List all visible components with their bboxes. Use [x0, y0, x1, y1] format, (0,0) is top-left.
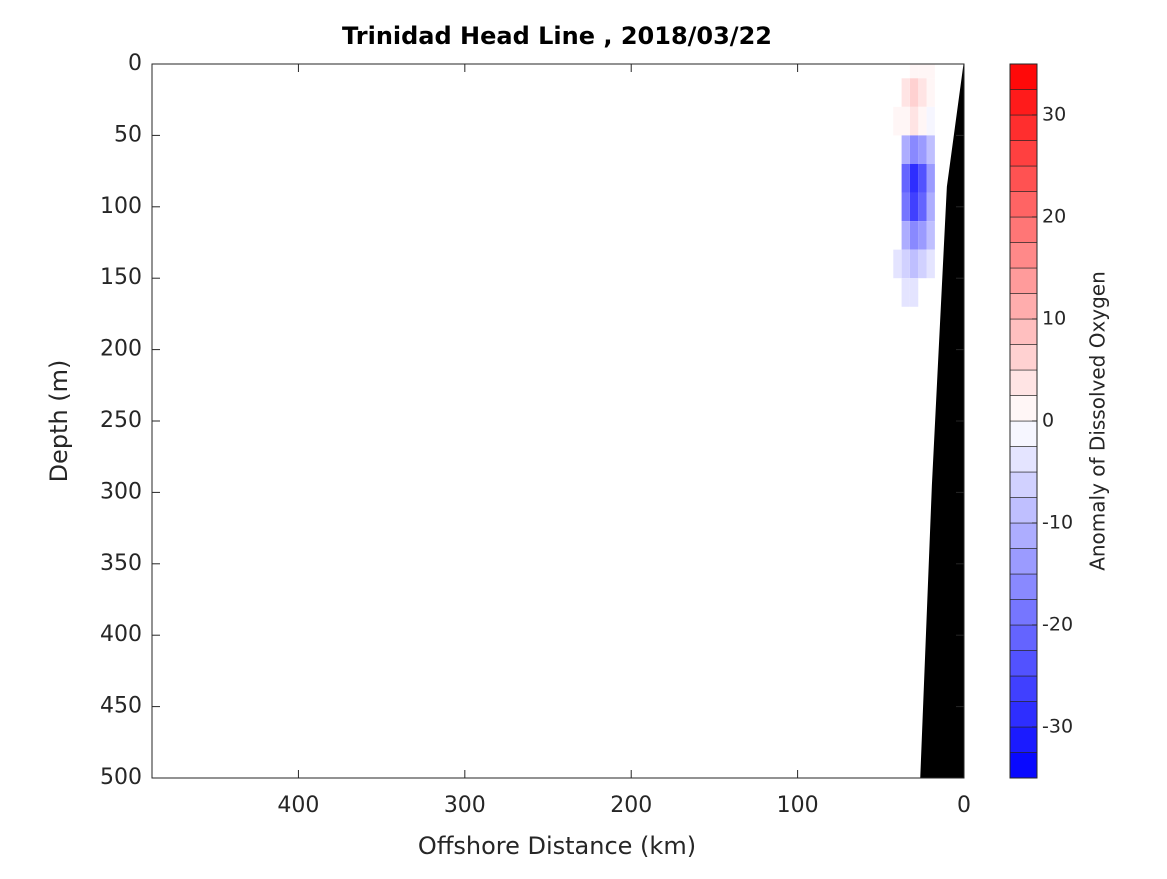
y-tick-label: 350 — [100, 551, 142, 576]
colorbar-band — [1009, 420, 1038, 447]
colorbar-band — [1009, 650, 1038, 677]
colorbar-band — [1009, 395, 1038, 422]
contour-cell — [909, 78, 919, 107]
contour-cell — [901, 249, 910, 279]
x-tick-label: 100 — [777, 793, 819, 818]
colorbar-band — [1009, 242, 1038, 269]
contour-cell — [918, 106, 927, 136]
x-tick-label: 300 — [444, 793, 486, 818]
contour-cell — [926, 221, 935, 250]
y-tick-label: 400 — [100, 622, 142, 647]
colorbar-tick-label: -10 — [1042, 512, 1073, 534]
y-tick-label: 500 — [100, 765, 142, 790]
colorbar-band — [1009, 599, 1038, 626]
colorbar-band — [1009, 497, 1038, 524]
contour-cell — [909, 135, 919, 164]
colorbar-band — [1009, 267, 1038, 294]
contour-cell — [909, 163, 919, 193]
contour-cell — [926, 64, 935, 79]
axes-box — [151, 63, 965, 779]
colorbar-band — [1009, 89, 1038, 116]
contour-cell — [901, 78, 910, 107]
contour-cell — [926, 163, 935, 193]
chart-title: Trinidad Head Line , 2018/03/22 — [342, 22, 772, 50]
colorbar-band — [1009, 191, 1038, 218]
colorbar-band — [1009, 318, 1038, 345]
contour-cell — [918, 249, 927, 279]
y-tick-label: 450 — [100, 694, 142, 719]
y-tick-label: 250 — [100, 408, 142, 433]
contour-cell — [918, 78, 927, 107]
colorbar-band — [1009, 624, 1038, 651]
colorbar-band — [1009, 344, 1038, 371]
colorbar-tick-label: 10 — [1042, 308, 1066, 330]
colorbar-band — [1009, 471, 1038, 498]
colorbar-band — [1009, 675, 1038, 702]
contour-cell — [926, 78, 935, 107]
colorbar-label: Anomaly of Dissolved Oxygen — [1086, 271, 1110, 571]
contour-cell — [918, 221, 927, 250]
x-tick-label: 400 — [277, 793, 319, 818]
colorbar-band — [1009, 114, 1038, 141]
y-tick-label: 0 — [128, 51, 142, 76]
colorbar-band — [1009, 548, 1038, 575]
contour-cell — [926, 106, 935, 136]
x-tick-label: 200 — [610, 793, 652, 818]
y-tick-label: 150 — [100, 265, 142, 290]
y-tick-label: 200 — [100, 337, 142, 362]
colorbar-band — [1009, 369, 1038, 396]
colorbar-band — [1009, 573, 1038, 600]
colorbar-band — [1009, 446, 1038, 473]
contour-cell — [901, 106, 910, 136]
contour-cell — [918, 135, 927, 164]
contour-cell — [909, 221, 919, 250]
contour-cell — [909, 278, 919, 307]
x-axis-label: Offshore Distance (km) — [418, 832, 696, 860]
colorbar-band — [1009, 165, 1038, 192]
colorbar-tick-label: 30 — [1042, 104, 1066, 126]
contour-cell — [901, 278, 910, 307]
y-axis-label: Depth (m) — [45, 360, 73, 483]
colorbar-band — [1009, 522, 1038, 549]
contour-cell — [918, 163, 927, 193]
contour-cell — [926, 249, 935, 279]
contour-cell — [909, 64, 919, 79]
y-tick-label: 50 — [114, 122, 142, 147]
contour-cell — [901, 221, 910, 250]
colorbar-band — [1009, 293, 1038, 320]
y-tick-label: 300 — [100, 479, 142, 504]
colorbar-tick-label: 20 — [1042, 206, 1066, 228]
contour-cell — [909, 192, 919, 222]
colorbar-band — [1009, 752, 1038, 779]
y-tick-label: 100 — [100, 194, 142, 219]
contour-cell — [901, 163, 910, 193]
contour-cell — [909, 249, 919, 279]
contour-cell — [926, 192, 935, 222]
contour-cell — [926, 135, 935, 164]
colorbar-band — [1009, 216, 1038, 243]
contour-cell — [918, 192, 927, 222]
colorbar-tick-label: -20 — [1042, 614, 1073, 636]
colorbar-band — [1009, 140, 1038, 167]
contour-cell — [901, 192, 910, 222]
contour-cell — [909, 106, 919, 136]
colorbar-band — [1009, 63, 1038, 90]
colorbar-band — [1009, 726, 1038, 753]
x-tick-label: 0 — [957, 793, 971, 818]
contour-cell — [901, 135, 910, 164]
contour-cell — [918, 64, 927, 79]
contour-cell — [893, 249, 902, 279]
contour-cell — [893, 106, 902, 136]
colorbar-band — [1009, 701, 1038, 728]
colorbar-tick-label: 0 — [1042, 410, 1054, 432]
colorbar-tick-label: -30 — [1042, 716, 1073, 738]
